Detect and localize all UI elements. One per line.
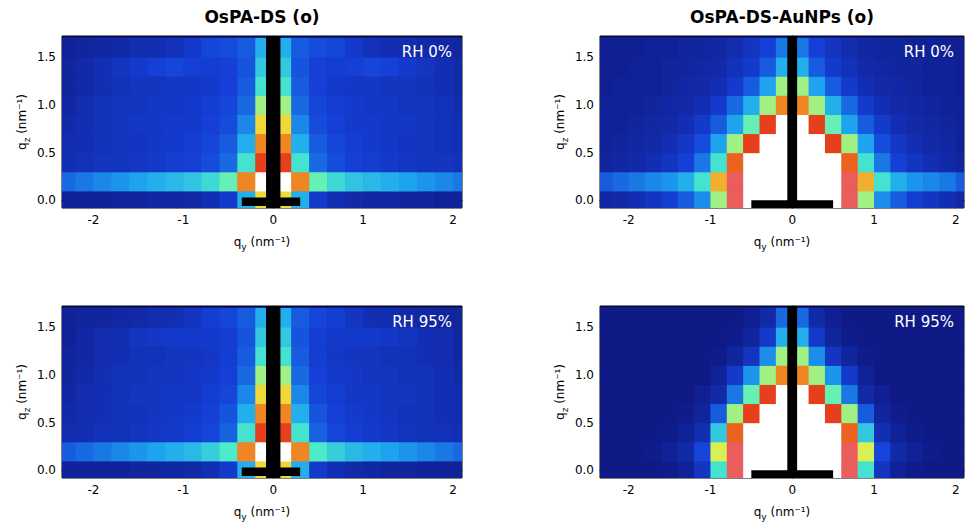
svg-text:q: q — [754, 235, 762, 249]
svg-text:-1: -1 — [177, 213, 189, 227]
svg-text:1: 1 — [870, 213, 878, 227]
svg-text:OsPA-DS (o): OsPA-DS (o) — [204, 7, 319, 27]
svg-text:0: 0 — [788, 213, 796, 227]
svg-text:(nm⁻¹): (nm⁻¹) — [15, 364, 29, 408]
svg-text:z: z — [559, 137, 570, 143]
svg-text:2: 2 — [449, 483, 457, 497]
svg-text:-2: -2 — [623, 483, 635, 497]
svg-text:0: 0 — [269, 213, 277, 227]
svg-text:(nm⁻¹): (nm⁻¹) — [247, 235, 291, 249]
svg-text:0.0: 0.0 — [575, 463, 594, 477]
svg-text:1.0: 1.0 — [37, 368, 56, 382]
svg-text:0.5: 0.5 — [37, 146, 56, 160]
svg-text:z: z — [21, 407, 32, 413]
svg-text:q: q — [234, 505, 242, 519]
svg-text:y: y — [761, 241, 767, 252]
svg-text:-2: -2 — [87, 213, 99, 227]
svg-text:1.5: 1.5 — [575, 320, 594, 334]
svg-text:RH 95%: RH 95% — [894, 313, 954, 331]
svg-text:(nm⁻¹): (nm⁻¹) — [247, 505, 291, 519]
svg-text:-1: -1 — [704, 483, 716, 497]
svg-text:1.5: 1.5 — [575, 50, 594, 64]
svg-text:0.5: 0.5 — [37, 416, 56, 430]
svg-text:q: q — [754, 505, 762, 519]
svg-text:-2: -2 — [623, 213, 635, 227]
svg-text:2: 2 — [952, 213, 960, 227]
svg-text:1.0: 1.0 — [37, 98, 56, 112]
svg-text:0.0: 0.0 — [575, 193, 594, 207]
svg-text:z: z — [559, 407, 570, 413]
svg-text:1.5: 1.5 — [37, 50, 56, 64]
svg-text:0.0: 0.0 — [37, 463, 56, 477]
svg-text:1.5: 1.5 — [37, 320, 56, 334]
svg-text:(nm⁻¹): (nm⁻¹) — [15, 94, 29, 138]
svg-text:-2: -2 — [87, 483, 99, 497]
svg-text:q: q — [553, 412, 567, 420]
svg-text:1: 1 — [359, 213, 367, 227]
svg-text:-1: -1 — [704, 213, 716, 227]
svg-text:0.5: 0.5 — [575, 146, 594, 160]
svg-text:q: q — [234, 235, 242, 249]
svg-text:0.5: 0.5 — [575, 416, 594, 430]
svg-text:0.0: 0.0 — [37, 193, 56, 207]
svg-text:RH 0%: RH 0% — [402, 43, 452, 61]
svg-text:1: 1 — [359, 483, 367, 497]
svg-text:z: z — [21, 137, 32, 143]
svg-text:q: q — [15, 412, 29, 420]
svg-text:2: 2 — [952, 483, 960, 497]
svg-text:0: 0 — [269, 483, 277, 497]
svg-text:q: q — [15, 142, 29, 150]
svg-text:OsPA-DS-AuNPs (o): OsPA-DS-AuNPs (o) — [690, 7, 874, 27]
svg-text:(nm⁻¹): (nm⁻¹) — [553, 364, 567, 408]
svg-text:y: y — [241, 241, 247, 252]
svg-text:(nm⁻¹): (nm⁻¹) — [767, 235, 811, 249]
svg-text:1: 1 — [870, 483, 878, 497]
svg-text:q: q — [553, 142, 567, 150]
svg-text:y: y — [241, 511, 247, 522]
svg-text:1.0: 1.0 — [575, 368, 594, 382]
svg-text:y: y — [761, 511, 767, 522]
svg-text:(nm⁻¹): (nm⁻¹) — [767, 505, 811, 519]
svg-text:2: 2 — [449, 213, 457, 227]
svg-text:-1: -1 — [177, 483, 189, 497]
svg-text:(nm⁻¹): (nm⁻¹) — [553, 94, 567, 138]
svg-text:0: 0 — [788, 483, 796, 497]
svg-text:1.0: 1.0 — [575, 98, 594, 112]
svg-text:RH 95%: RH 95% — [392, 313, 452, 331]
svg-text:RH 0%: RH 0% — [904, 43, 954, 61]
